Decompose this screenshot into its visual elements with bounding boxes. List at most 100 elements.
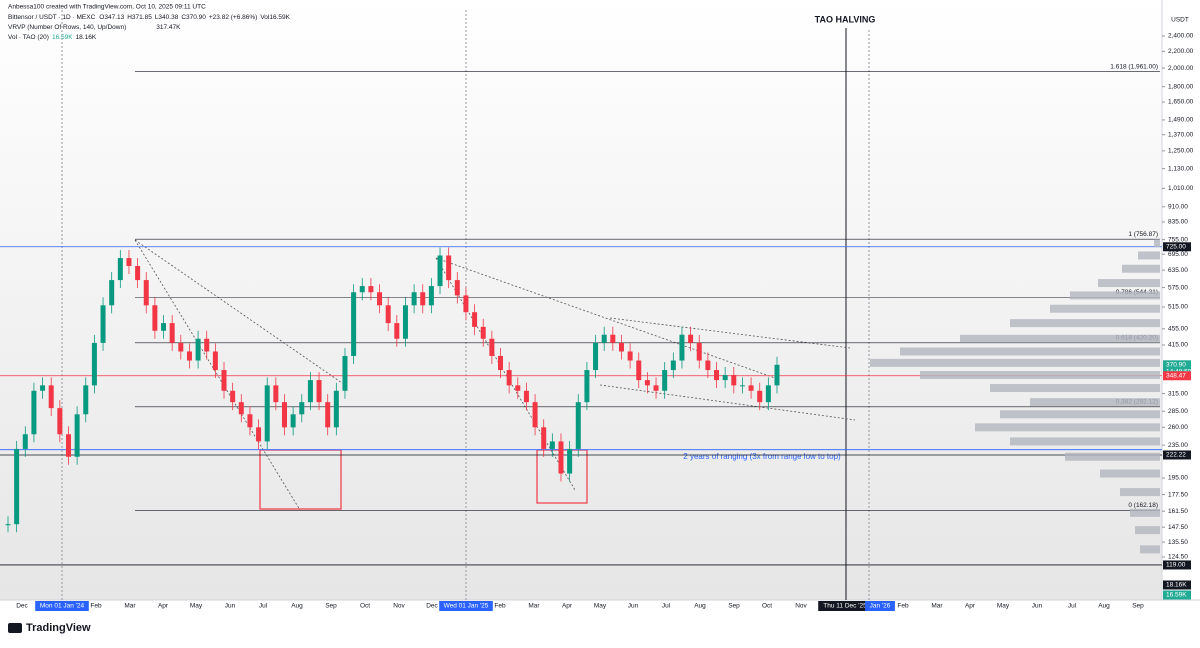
vrvp: VRVP (Number Of Rows, 140, Up/Down): [8, 24, 126, 31]
time-label: Jul: [259, 603, 268, 610]
time-label: Feb: [494, 603, 506, 610]
candle-body: [679, 334, 685, 361]
time-label: Jul: [662, 603, 671, 610]
candle-body: [688, 334, 694, 343]
price-tick-label: 285.00: [1168, 408, 1188, 415]
candle-body: [333, 390, 339, 428]
candle-body: [498, 355, 504, 371]
volume-profile-bar: [900, 347, 1160, 356]
time-label: May: [594, 603, 607, 610]
time-label: Jul: [1068, 603, 1077, 610]
candle-body: [714, 370, 720, 381]
candle-body: [126, 258, 132, 267]
candle-body: [178, 342, 184, 352]
candle-body: [567, 448, 573, 474]
price-tick-label: 575.00: [1168, 284, 1188, 291]
candle-body: [230, 390, 236, 403]
time-label: Apr: [965, 603, 976, 610]
candle-body: [22, 434, 28, 449]
price-badge: [1163, 371, 1191, 381]
volume-badge: [1163, 590, 1191, 600]
volume-profile-bar: [1122, 264, 1160, 273]
candle-body: [109, 280, 115, 306]
ohlc: Vol16.59K: [260, 14, 290, 21]
candle-body: [541, 427, 547, 449]
halving-label: TAO HALVING: [815, 14, 876, 24]
candle-body: [420, 292, 426, 306]
time-label: Aug: [694, 603, 706, 610]
price-badge: [1163, 242, 1191, 252]
ohlc: L340.38: [155, 14, 179, 21]
candle-body: [273, 385, 279, 403]
candle-body: [143, 280, 149, 306]
price-tick-label: 910.00: [1168, 203, 1188, 210]
candle-body: [117, 258, 123, 281]
candle-body: [523, 390, 529, 403]
volume-profile-bar: [920, 371, 1160, 380]
footer-logo: TradingView: [8, 622, 91, 634]
volume-badge-label: 16.59K: [1166, 592, 1187, 599]
time-label: Jun: [225, 603, 236, 610]
logo-mark: [8, 623, 22, 633]
candle-body: [757, 390, 763, 403]
plot-background: [0, 0, 1162, 600]
price-tick-label: 2,200.00: [1168, 48, 1194, 55]
candle-body: [739, 385, 745, 387]
volume-profile-bar: [960, 334, 1160, 343]
symbol: Bittensor / USDT · 1D · MEXC: [8, 14, 96, 21]
credit: Anbessa100 created with TradingView.com,…: [8, 4, 206, 11]
price-tick-label: 2,000.00: [1168, 65, 1194, 72]
logo-text: TradingView: [26, 622, 91, 634]
price-tick-label: 415.00: [1168, 342, 1188, 349]
candle-body: [765, 385, 771, 403]
price-tick-label: 695.00: [1168, 251, 1188, 258]
price-tick-label: 315.00: [1168, 390, 1188, 397]
candle-body: [57, 408, 63, 435]
price-tick-label: 161.50: [1168, 508, 1188, 515]
volume-profile-bar: [990, 384, 1160, 393]
vol-value: 16.59K: [52, 34, 73, 41]
ohlc: C370.90: [181, 14, 206, 21]
candle-body: [5, 524, 11, 526]
candle-body: [532, 402, 538, 428]
candle-body: [351, 292, 357, 356]
annotation: 2 years of ranging (3x from range low to…: [683, 452, 841, 461]
time-label: Mon 01 Jan '24: [40, 603, 85, 610]
candle-body: [264, 385, 270, 442]
time-label: Aug: [1098, 603, 1110, 610]
price-badge: [1163, 560, 1191, 570]
ohlc: H371.85: [127, 14, 152, 21]
candle-body: [40, 385, 46, 391]
currency: USDT: [1171, 17, 1189, 24]
time-label: Sep: [728, 603, 740, 610]
candle-body: [83, 385, 89, 415]
price-tick-label: 260.00: [1168, 424, 1188, 431]
price-tick-label: 1,010.00: [1168, 185, 1194, 192]
candle-body: [618, 342, 624, 352]
candle-body: [480, 326, 486, 339]
price-tick-label: 235.00: [1168, 442, 1188, 449]
candle-body: [653, 385, 659, 391]
candle-body: [152, 305, 158, 331]
candle-body: [48, 385, 54, 409]
price-tick-label: 1,800.00: [1168, 83, 1194, 90]
candle-body: [489, 338, 495, 356]
candle-body: [549, 441, 555, 449]
candle-body: [437, 255, 443, 287]
candle-body: [515, 385, 521, 391]
candle-body: [705, 360, 711, 371]
time-label: Feb: [897, 603, 909, 610]
candle-body: [411, 292, 417, 306]
price-tick-label: 147.50: [1168, 524, 1188, 531]
volume-profile-bar: [1000, 410, 1160, 419]
volume-profile-bar: [1070, 291, 1160, 300]
ohlc: O347.13: [99, 14, 124, 21]
candle-body: [472, 312, 478, 327]
time-label: Sep: [325, 603, 337, 610]
price-tick-label: 1,130.00: [1168, 165, 1194, 172]
fib-label: 1 (756.87): [1128, 231, 1158, 238]
volume-profile-bar: [1138, 251, 1160, 260]
candle-body: [584, 370, 590, 403]
